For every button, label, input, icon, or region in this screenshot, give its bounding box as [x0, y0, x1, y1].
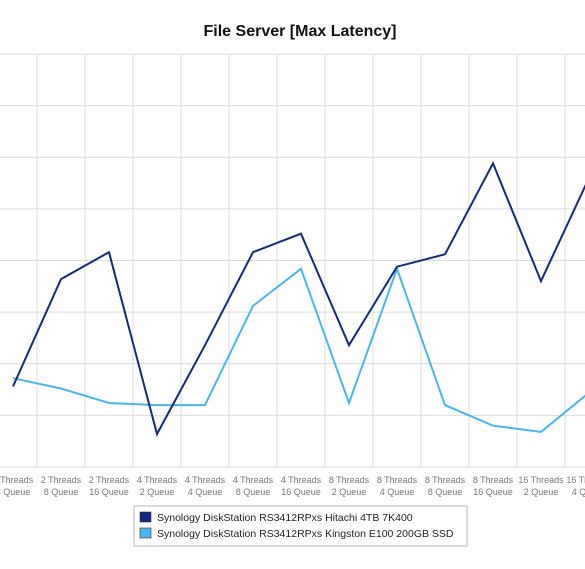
x-tick-label: 4 Threads 4 Queue [185, 475, 226, 497]
chart-title: File Server [Max Latency] [204, 23, 397, 40]
x-tick-label: 4 Threads 2 Queue [137, 475, 178, 497]
legend-label: Synology DiskStation RS3412RPxs Hitachi … [157, 512, 413, 524]
legend-swatch [139, 511, 152, 523]
legend-label: Synology DiskStation RS3412RPxs Kingston… [157, 528, 454, 540]
grid [0, 53, 585, 468]
x-tick-label: 4 Threads 8 Queue [233, 475, 274, 497]
series-lines [12, 161, 585, 437]
x-tick-label: 2 Threads 8 Queue [41, 475, 82, 497]
x-tick-label: 8 Threads 8 Queue [425, 475, 466, 497]
x-tick-label: 8 Threads 2 Queue [329, 475, 370, 497]
x-tick-label: 16 Threads 2 Queue [518, 475, 564, 497]
series-line [12, 265, 585, 433]
x-tick-label: 8 Threads 16 Queue [473, 475, 514, 497]
legend-swatch [139, 527, 152, 539]
x-tick-label: 4 Threads 16 Queue [281, 475, 322, 497]
x-tick-label: 8 Threads 4 Queue [377, 475, 418, 497]
series-line [12, 161, 585, 437]
x-tick-label: 2 Threads 16 Queue [89, 475, 130, 497]
legend-frame [133, 505, 468, 547]
legend: Synology DiskStation RS3412RPxs Hitachi … [133, 505, 468, 547]
